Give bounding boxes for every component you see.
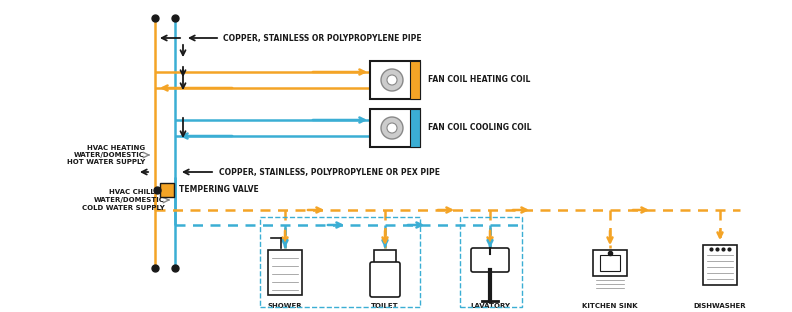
Bar	[600, 255, 620, 271]
Text: COPPER, STAINLESS, POLYPROPYLENE OR PEX PIPE: COPPER, STAINLESS, POLYPROPYLENE OR PEX …	[219, 168, 440, 177]
Bar	[160, 183, 174, 197]
Text: KITCHEN SINK: KITCHEN SINK	[582, 303, 638, 309]
Circle shape	[381, 117, 403, 139]
Bar	[260, 217, 420, 307]
Text: HVAC HEATING
WATER/DOMESTIC
HOT WATER SUPPLY: HVAC HEATING WATER/DOMESTIC HOT WATER SU…	[67, 144, 145, 165]
Circle shape	[387, 123, 397, 133]
Bar	[370, 61, 420, 99]
Text: DISHWASHER: DISHWASHER	[694, 303, 746, 309]
Text: SHOWER: SHOWER	[268, 303, 303, 309]
Bar	[460, 217, 522, 307]
FancyBboxPatch shape	[471, 248, 509, 272]
Text: FAN COIL HEATING COIL: FAN COIL HEATING COIL	[428, 76, 531, 85]
Bar	[410, 61, 420, 99]
Text: TOILET: TOILET	[371, 303, 399, 309]
Text: FAN COIL COOLING COIL: FAN COIL COOLING COIL	[428, 124, 531, 133]
Bar	[374, 250, 396, 268]
Bar	[268, 250, 302, 295]
Text: COPPER, STAINLESS OR POLYPROPYLENE PIPE: COPPER, STAINLESS OR POLYPROPYLENE PIPE	[223, 33, 421, 42]
Circle shape	[387, 75, 397, 85]
FancyBboxPatch shape	[370, 262, 400, 297]
Text: LAVATORY: LAVATORY	[470, 303, 510, 309]
Text: HVAC CHILLED
WATER/DOMESTIC
COLD WATER SUPPLY: HVAC CHILLED WATER/DOMESTIC COLD WATER S…	[82, 189, 165, 211]
Bar	[370, 109, 420, 147]
Text: TEMPERING VALVE: TEMPERING VALVE	[179, 186, 259, 194]
Bar	[703, 245, 737, 285]
Bar	[593, 250, 627, 276]
Circle shape	[381, 69, 403, 91]
Bar	[410, 109, 420, 147]
